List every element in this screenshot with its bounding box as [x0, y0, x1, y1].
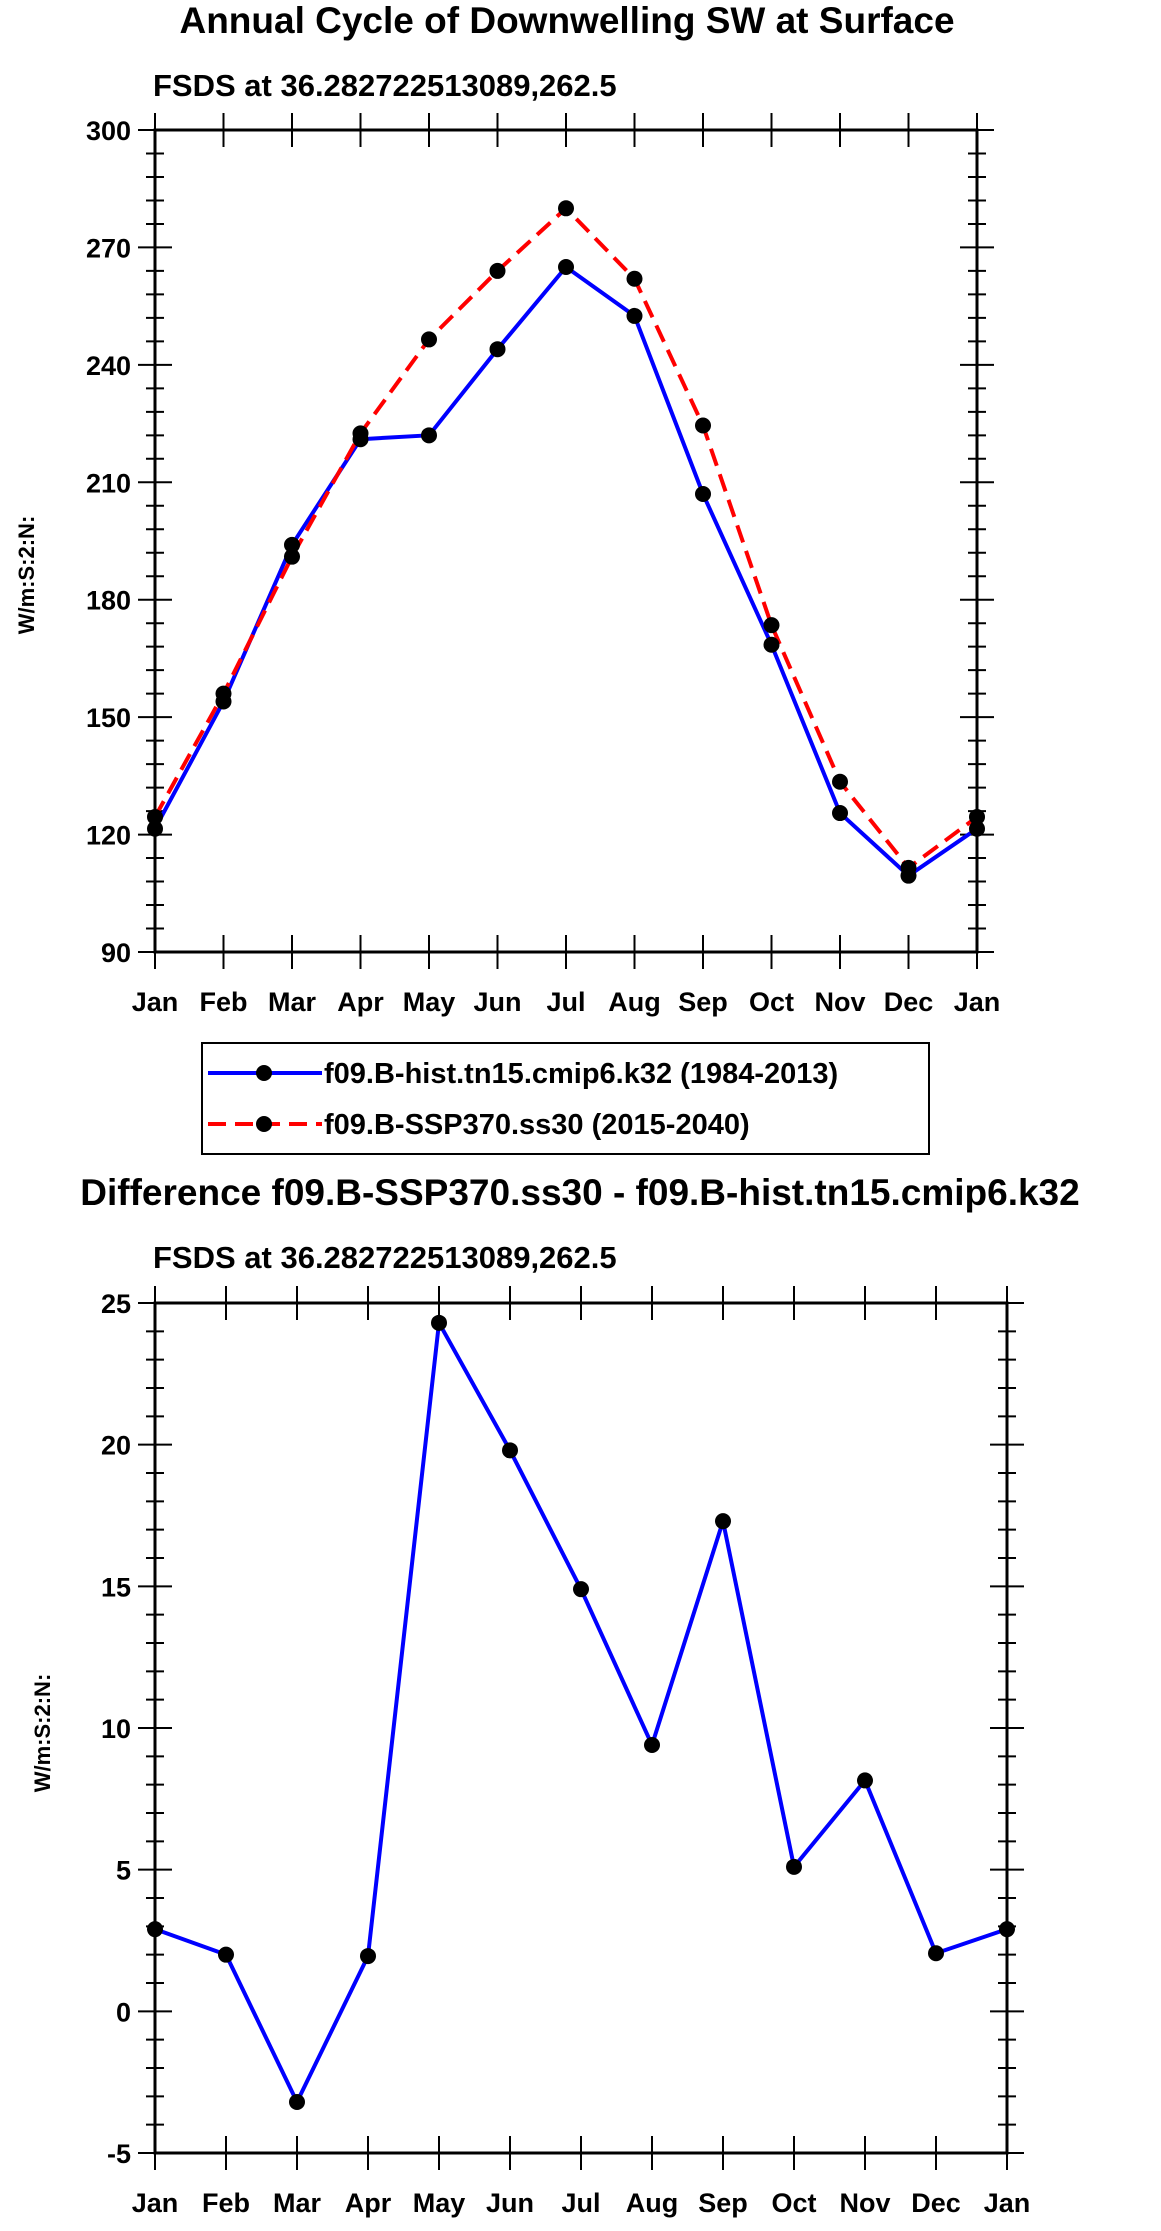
chart1-series-0-point-jan-0	[147, 820, 163, 837]
chart1-series-1-point-oct-9	[763, 617, 780, 634]
chart1-xtick-label: Aug	[608, 987, 660, 1017]
chart2-series-0-point-jul-6	[573, 1581, 589, 1598]
chart1-xtick-label: Jun	[473, 987, 521, 1017]
chart2-ytick-label: 15	[101, 1572, 131, 1602]
chart2-ytick-label: -5	[107, 2139, 131, 2169]
chart2-series-0-point-nov-10	[857, 1772, 873, 1789]
chart1-series-0-point-mar-2	[284, 536, 300, 553]
chart2-xtick-label: Dec	[911, 2188, 961, 2218]
chart2-xtick-label: Feb	[202, 2188, 250, 2218]
chart1-ytick-label: 90	[101, 938, 131, 968]
chart2-series-0-point-may-4	[431, 1314, 447, 1331]
chart2-series-line-0	[154, 1320, 1008, 2104]
chart2-xtick-label: Sep	[698, 2188, 748, 2218]
chart2-series-0-point-dec-11	[928, 1945, 944, 1962]
chart1-series-1-point-sep-8	[695, 417, 711, 434]
chart2-plot-frame	[153, 1301, 1009, 2155]
chart2-xtick-label: Jun	[486, 2188, 534, 2218]
chart2-ytick-label: 5	[116, 1856, 131, 1886]
chart1-ytick-label: 210	[86, 468, 131, 498]
chart1-xtick-label: Jan	[132, 987, 179, 1017]
legend-marker-ssp	[256, 1116, 272, 1132]
chart1-xtick-label: Dec	[884, 987, 934, 1017]
chart2-xtick-label: Jul	[561, 2188, 600, 2218]
chart1-series-1-point-feb-1	[215, 685, 232, 702]
chart1-series-0-point-oct-9	[763, 636, 780, 653]
chart1-subtitle: FSDS at 36.282722513089,262.5	[153, 68, 617, 103]
chart1-series-1-point-jul-6	[558, 200, 574, 217]
chart1-series-1-point-jun-5	[489, 262, 506, 279]
chart2-series-0-point-sep-8	[715, 1513, 731, 1530]
chart2-subtitle: FSDS at 36.282722513089,262.5	[153, 1240, 617, 1275]
chart2-title: Difference f09.B-SSP370.ss30 - f09.B-his…	[80, 1172, 1079, 1213]
legend-label-ssp: f09.B-SSP370.ss30 (2015-2040)	[324, 1109, 750, 1141]
chart1-ytick-label: 180	[86, 586, 131, 616]
chart1-series-1-point-mar-2	[284, 548, 300, 565]
chart2-series-0-point-jan-12	[999, 1921, 1015, 1938]
chart1-xtick-label: May	[403, 987, 456, 1017]
chart2-ytick-label: 20	[101, 1431, 131, 1461]
chart1-plot-frame	[153, 128, 979, 954]
chart2-series-0-point-apr-3	[360, 1948, 376, 1965]
chart1-series-0-point-sep-8	[695, 486, 711, 503]
chart1-ytick-label: 270	[86, 233, 131, 263]
chart1-series-0-point-jul-6	[558, 259, 574, 275]
chart2-xtick-label: Apr	[345, 2188, 392, 2218]
chart1-series-0-point-may-4	[421, 427, 437, 444]
chart1-y-axis-label: W/m:S:2:N:	[14, 516, 39, 635]
chart2-ytick-label: 25	[101, 1289, 131, 1319]
chart1-xtick-label: Nov	[814, 987, 865, 1017]
chart2-series-0-point-aug-7	[644, 1737, 660, 1753]
chart2-xtick-label: Oct	[771, 2188, 816, 2218]
chart1-xtick-label: Feb	[199, 987, 247, 1017]
legend-label-hist: f09.B-hist.tn15.cmip6.k32 (1984-2013)	[324, 1058, 838, 1090]
chart1-xtick-label: Apr	[337, 987, 384, 1017]
chart1-series-1-point-jan-12	[969, 808, 985, 825]
chart1-series-1-point-may-4	[421, 331, 437, 348]
chart1-title: Annual Cycle of Downwelling SW at Surfac…	[179, 0, 954, 41]
chart2-xtick-label: Aug	[626, 2188, 678, 2218]
chart2-xtick-label: Mar	[273, 2188, 322, 2218]
chart2-xtick-label: Jan	[984, 2188, 1031, 2218]
legend-marker-hist	[256, 1065, 272, 1081]
chart1-series-0-point-nov-10	[832, 805, 848, 822]
chart2-ytick-label: 0	[116, 1997, 131, 2027]
chart1-xtick-label: Jan	[954, 987, 1001, 1017]
chart1-xtick-label: Mar	[268, 987, 317, 1017]
chart1-series-0-point-aug-7	[626, 307, 643, 324]
chart1-ytick-label: 300	[86, 116, 131, 146]
chart1-series-0-point-jan-12	[969, 820, 985, 837]
chart1-series-line-0	[153, 265, 979, 878]
chart2-xtick-label: May	[413, 2188, 466, 2218]
chart1-series-1-point-jan-0	[147, 808, 163, 825]
chart1-series-1-point-apr-3	[352, 425, 369, 442]
chart2-ytick-label: 10	[101, 1714, 131, 1744]
chart1-series-1-point-dec-11	[900, 859, 917, 876]
chart1-series-1-point-aug-7	[626, 270, 643, 287]
chart1-legend: f09.B-hist.tn15.cmip6.k32 (1984-2013) f0…	[201, 1042, 930, 1155]
chart1-ytick-label: 120	[86, 821, 131, 851]
chart2-series-0-point-oct-9	[786, 1858, 802, 1875]
chart1-ytick-label: 240	[86, 351, 131, 381]
chart1-xtick-label: Sep	[678, 987, 728, 1017]
chart2-y-axis-label: W/m:S:2:N:	[30, 1674, 55, 1793]
chart1-series-line-1	[153, 206, 979, 870]
chart2-series-0-point-jan-0	[147, 1921, 163, 1938]
chart1-xtick-label: Oct	[749, 987, 794, 1017]
chart2-xtick-label: Jan	[132, 2188, 179, 2218]
chart1-ytick-label: 150	[86, 703, 131, 733]
chart1-series-1-point-nov-10	[832, 773, 848, 790]
chart2-series-0-point-mar-2	[289, 2094, 305, 2110]
chart1-xtick-label: Jul	[546, 987, 585, 1017]
chart2-series-0-point-jun-5	[502, 1442, 518, 1459]
chart2-series-0-point-feb-1	[218, 1946, 234, 1963]
chart1-series-0-point-jun-5	[489, 341, 506, 358]
legend-box	[201, 1042, 930, 1155]
chart2-xtick-label: Nov	[839, 2188, 890, 2218]
